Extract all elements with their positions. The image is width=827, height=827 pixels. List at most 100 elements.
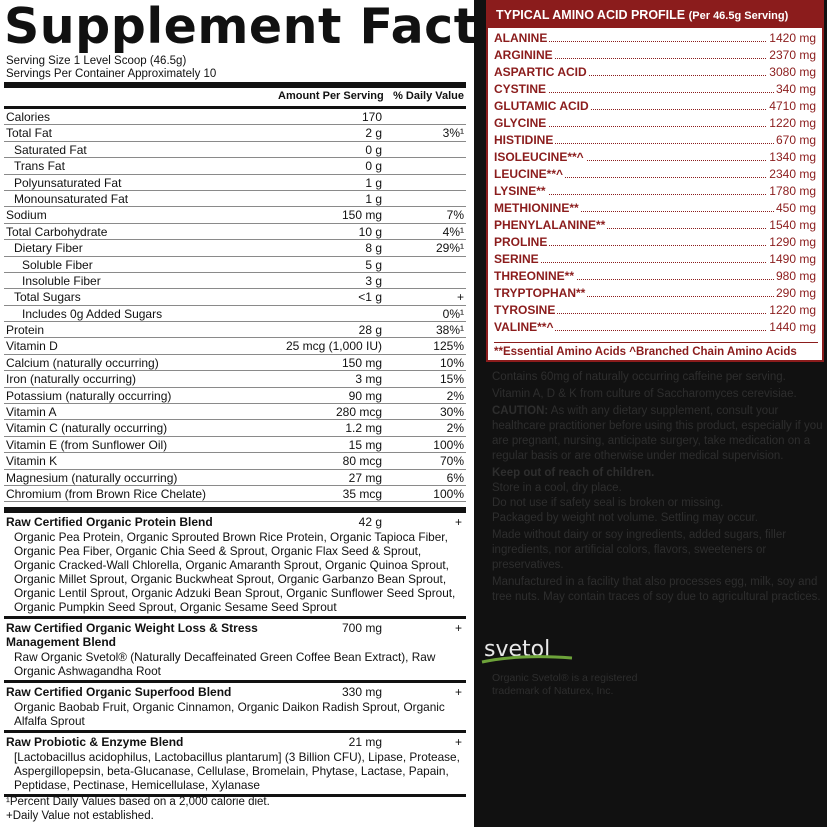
nutrient-row: Iron (naturally occurring) 3 mg 15% <box>4 371 466 388</box>
nutrient-row: Soluble Fiber 5 g <box>4 257 466 273</box>
svetol-swoosh <box>481 655 573 664</box>
blend-daily-value: + <box>454 621 462 635</box>
nutrient-amount: 80 mcg <box>342 454 382 469</box>
nutrient-daily-value: 30% <box>439 405 464 420</box>
amino-row: METHIONINE** 450 mg <box>494 200 816 217</box>
blend-daily-value: + <box>454 735 462 749</box>
nutrient-name: Trans Fat <box>14 159 65 174</box>
blend-daily-value: + <box>454 685 462 699</box>
amino-per-serving: (Per 46.5g Serving) <box>688 10 789 22</box>
nutrient-daily-value: 6% <box>446 470 464 485</box>
amino-name: GLYCINE <box>494 115 549 132</box>
nutrient-row: Vitamin A 280 mcg 30% <box>4 404 466 421</box>
nutrient-daily-value: 0%¹ <box>442 306 464 321</box>
label-fine-print: Contains 60mg of naturally occurring caf… <box>492 370 824 607</box>
blend-amount: 21 mg <box>348 735 382 749</box>
nutrient-name: Saturated Fat <box>14 142 87 157</box>
amino-name: METHIONINE** <box>494 200 581 217</box>
nutrient-amount: 280 mcg <box>335 405 382 420</box>
nutrient-amount: 1.2 mg <box>345 421 382 436</box>
nutrient-name: Includes 0g Added Sugars <box>22 306 163 321</box>
nutrient-name: Dietary Fiber <box>14 241 83 256</box>
amino-row: HISTIDINE 670 mg <box>494 132 816 149</box>
amino-value: 3080 mg <box>767 64 816 81</box>
amino-value: 1220 mg <box>767 115 816 132</box>
nutrient-daily-value: 38%¹ <box>435 323 464 338</box>
divider-thick <box>4 82 466 88</box>
amino-row: ISOLEUCINE**^ 1340 mg <box>494 149 816 166</box>
blend-section: Raw Certified Organic Protein Blend 42 g +… <box>4 513 466 619</box>
servings-per-container: Servings Per Container Approximately 10 <box>6 68 217 80</box>
nutrient-amount: 5 g <box>365 257 382 272</box>
nutrient-name: Total Carbohydrate <box>6 224 108 239</box>
header-amount: Amount Per Serving <box>278 90 384 102</box>
divider-thick <box>4 507 466 513</box>
nutrient-amount: 3 g <box>365 273 382 288</box>
amino-row: VALINE**^ 1440 mg <box>494 319 816 336</box>
facts-title: Supplement Facts <box>4 0 508 55</box>
blend-name: Raw Certified Organic Superfood Blend <box>6 685 232 699</box>
dot-leader <box>494 109 816 110</box>
amino-footnote: **Essential Amino Acids ^Branched Chain … <box>494 342 818 360</box>
nutrient-row: Dietary Fiber 8 g 29%¹ <box>4 240 466 257</box>
amino-row: LYSINE** 1780 mg <box>494 183 816 200</box>
nutrient-daily-value: 7% <box>446 208 464 223</box>
footnote-daily-values: ¹Percent Daily Values based on a 2,000 c… <box>6 796 270 808</box>
dot-leader <box>494 194 816 195</box>
amino-value: 2370 mg <box>767 47 816 64</box>
dot-leader <box>494 313 816 314</box>
amino-name: LEUCINE**^ <box>494 166 566 183</box>
amino-row: TYROSINE 1220 mg <box>494 302 816 319</box>
nutrient-name: Iron (naturally occurring) <box>6 372 137 387</box>
dot-leader <box>494 211 816 212</box>
dot-leader <box>494 330 816 331</box>
nutrient-row: Includes 0g Added Sugars 0%¹ <box>4 306 466 323</box>
nutrient-name: Calories <box>6 110 51 124</box>
amino-name: HISTIDINE <box>494 132 556 149</box>
dot-leader <box>494 296 816 297</box>
amino-value: 450 mg <box>773 200 816 217</box>
nutrient-amount: 0 g <box>365 142 382 157</box>
nutrient-row: Magnesium (naturally occurring) 27 mg 6% <box>4 470 466 486</box>
amino-name: GLUTAMIC ACID <box>494 98 591 115</box>
nutrient-row: Polyunsaturated Fat 1 g <box>4 175 466 191</box>
nutrient-amount: 3 mg <box>355 372 382 387</box>
blend-list: Raw Certified Organic Protein Blend 42 g +… <box>4 513 466 797</box>
amino-name: PHENYLALANINE** <box>494 217 608 234</box>
amino-value: 2340 mg <box>767 166 816 183</box>
amino-name: ISOLEUCINE**^ <box>494 149 586 166</box>
nutrient-amount: 1 g <box>365 191 382 206</box>
nutrient-row: Protein 28 g 38%¹ <box>4 322 466 339</box>
nutrient-name: Chromium (from Brown Rice Chelate) <box>6 486 207 501</box>
amino-value: 1220 mg <box>767 302 816 319</box>
nutrient-name: Magnesium (naturally occurring) <box>6 470 178 485</box>
amino-list: ALANINE 1420 mg ARGININE 2370 mg ASPARTIC AC… <box>494 30 816 336</box>
amino-row: CYSTINE 340 mg <box>494 81 816 98</box>
nutrient-daily-value: 15% <box>439 372 464 387</box>
amino-header: TYPICAL AMINO ACID PROFILE (Per 46.5g Se… <box>488 2 822 28</box>
nutrient-row: Vitamin K 80 mcg 70% <box>4 453 466 470</box>
nutrient-name: Vitamin D <box>6 339 58 354</box>
amino-row: SERINE 1490 mg <box>494 251 816 268</box>
supplement-facts-panel: Supplement Facts Serving Size 1 Level Sc… <box>4 0 507 822</box>
amino-name: LYSINE** <box>494 183 548 200</box>
nutrient-row: Total Fat 2 g 3%¹ <box>4 125 466 142</box>
nutrient-row: Total Carbohydrate 10 g 4%¹ <box>4 224 466 241</box>
serving-size: Serving Size 1 Level Scoop (46.5g) <box>6 55 187 67</box>
blend-ingredients: Raw Organic Svetol® (Naturally Decaffein… <box>4 650 466 683</box>
nutrient-row: Trans Fat 0 g <box>4 158 466 175</box>
amino-name: VALINE**^ <box>494 319 556 336</box>
keep-out-text: Keep out of reach of children. <box>492 467 655 479</box>
amino-value: 1540 mg <box>767 217 816 234</box>
nutrient-name: Monounsaturated Fat <box>14 191 129 206</box>
nutrient-amount: 150 mg <box>341 355 382 370</box>
nutrient-daily-value: 125% <box>433 339 464 354</box>
caution-body: As with any dietary supplement, consult … <box>492 405 823 462</box>
nutrient-amount: 28 g <box>358 323 382 338</box>
amino-row: ALANINE 1420 mg <box>494 30 816 47</box>
blend-section: Raw Probiotic & Enzyme Blend 21 mg + [Lacto… <box>4 733 466 797</box>
amino-value: 980 mg <box>773 268 816 285</box>
nutrient-daily-value: 70% <box>439 454 464 469</box>
dot-leader <box>494 279 816 280</box>
vitamin-source-text: Vitamin A, D & K from culture of Sacchar… <box>492 388 797 400</box>
